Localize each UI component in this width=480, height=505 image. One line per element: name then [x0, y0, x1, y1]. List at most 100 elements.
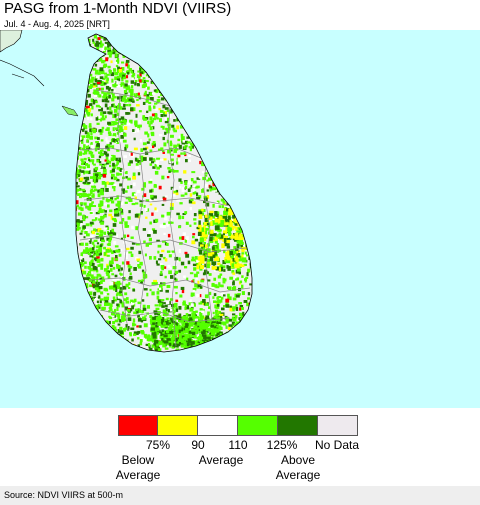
ndvi-pixel: [186, 141, 191, 144]
ndvi-pixel: [131, 305, 135, 310]
ndvi-pixel: [124, 122, 127, 125]
ndvi-pixel: [170, 108, 173, 113]
ndvi-pixel: [117, 323, 121, 326]
ndvi-pixel: [163, 216, 168, 221]
ndvi-pixel: [176, 118, 179, 122]
ndvi-pixel: [137, 315, 140, 318]
ndvi-pixel: [208, 177, 212, 181]
ndvi-pixel: [198, 210, 202, 214]
ndvi-pixel: [180, 344, 185, 348]
ndvi-pixel: [139, 341, 143, 346]
ndvi-pixel: [204, 263, 208, 268]
ndvi-pixel: [90, 132, 93, 136]
ndvi-pixel: [108, 262, 112, 266]
ndvi-pixel: [161, 305, 165, 308]
ndvi-pixel: [120, 330, 124, 334]
ndvi-pixel: [216, 234, 221, 238]
ndvi-pixel: [153, 256, 157, 260]
ndvi-pixel: [111, 200, 115, 204]
ndvi-pixel: [151, 113, 155, 117]
ndvi-pixel: [212, 233, 217, 237]
ndvi-pixel: [187, 314, 191, 317]
ndvi-pixel: [215, 256, 220, 262]
ndvi-pixel: [147, 234, 151, 237]
ndvi-pixel: [99, 263, 104, 267]
ndvi-pixel: [92, 205, 97, 208]
ndvi-pixel: [103, 246, 107, 250]
ndvi-pixel: [125, 196, 130, 200]
ndvi-pixel: [107, 182, 112, 185]
ndvi-pixel: [120, 99, 123, 102]
ndvi-pixel: [146, 337, 151, 342]
ndvi-pixel: [231, 226, 236, 229]
ndvi-pixel: [178, 225, 182, 229]
ndvi-pixel: [164, 242, 168, 246]
ndvi-pixel: [191, 142, 194, 146]
ndvi-pixel: [152, 145, 155, 149]
ndvi-pixel: [118, 157, 121, 162]
map-panel[interactable]: [0, 30, 480, 408]
ndvi-pixel: [113, 96, 117, 99]
ndvi-pixel: [141, 187, 145, 191]
ndvi-pixel: [119, 326, 123, 331]
source-credit: Source: NDVI VIIRS at 500-m: [4, 490, 124, 500]
ndvi-pixel: [123, 126, 128, 130]
ndvi-pixel: [201, 161, 205, 164]
ndvi-pixel: [86, 229, 89, 232]
ndvi-pixel: [81, 263, 85, 266]
ndvi-pixel: [89, 250, 94, 254]
coastline: [75, 33, 253, 353]
ndvi-pixel: [140, 320, 144, 323]
ndvi-pixel: [234, 223, 239, 226]
legend-tick-75: 75%: [145, 438, 171, 452]
ndvi-pixel: [193, 321, 198, 325]
ndvi-pixel: [189, 317, 193, 321]
ndvi-pixel: [81, 137, 84, 141]
ndvi-pixel: [95, 252, 99, 257]
ndvi-pixel: [231, 263, 235, 268]
ndvi-pixel: [200, 328, 203, 333]
ndvi-pixel: [98, 129, 102, 133]
ndvi-pixel: [101, 87, 104, 91]
ndvi-pixel: [235, 218, 238, 224]
ndvi-pixel: [180, 181, 183, 184]
ndvi-pixel: [240, 315, 244, 320]
ndvi-pixel: [172, 331, 177, 334]
ndvi-pixel: [80, 139, 83, 143]
ndvi-pixel: [83, 114, 86, 118]
ndvi-pixel: [102, 49, 106, 53]
ndvi-pixel: [115, 277, 120, 281]
ndvi-pixel: [161, 317, 165, 321]
ndvi-pixel: [102, 82, 107, 85]
ndvi-pixel: [179, 236, 183, 240]
ndvi-pixel: [204, 250, 208, 254]
ndvi-pixel: [107, 121, 111, 125]
ndvi-pixel: [162, 282, 166, 286]
ndvi-pixel: [146, 95, 149, 100]
ndvi-pixel: [121, 67, 125, 71]
ndvi-pixel: [172, 266, 177, 270]
ndvi-pixel: [215, 313, 219, 318]
ndvi-pixel: [188, 155, 191, 158]
ndvi-pixel: [99, 44, 103, 48]
ndvi-pixel: [214, 225, 220, 230]
ndvi-pixel: [178, 306, 182, 310]
ndvi-pixel: [207, 279, 211, 282]
ndvi-pixel: [169, 308, 173, 312]
ndvi-pixel: [93, 188, 98, 192]
ndvi-pixel: [124, 252, 128, 256]
ndvi-pixel: [91, 298, 94, 302]
ndvi-pixel: [153, 185, 157, 188]
ndvi-pixel: [198, 249, 203, 255]
ndvi-pixel: [232, 281, 235, 286]
ndvi-pixel: [141, 67, 144, 71]
ndvi-pixel: [204, 257, 208, 262]
ndvi-pixel: [98, 155, 102, 159]
ndvi-pixel: [101, 59, 106, 63]
ndvi-pixel: [194, 283, 199, 288]
ndvi-pixel: [209, 188, 212, 192]
ndvi-pixel: [135, 243, 140, 246]
ndvi-pixel: [223, 305, 227, 308]
ndvi-pixel: [101, 149, 104, 152]
ndvi-pixel: [109, 260, 113, 263]
